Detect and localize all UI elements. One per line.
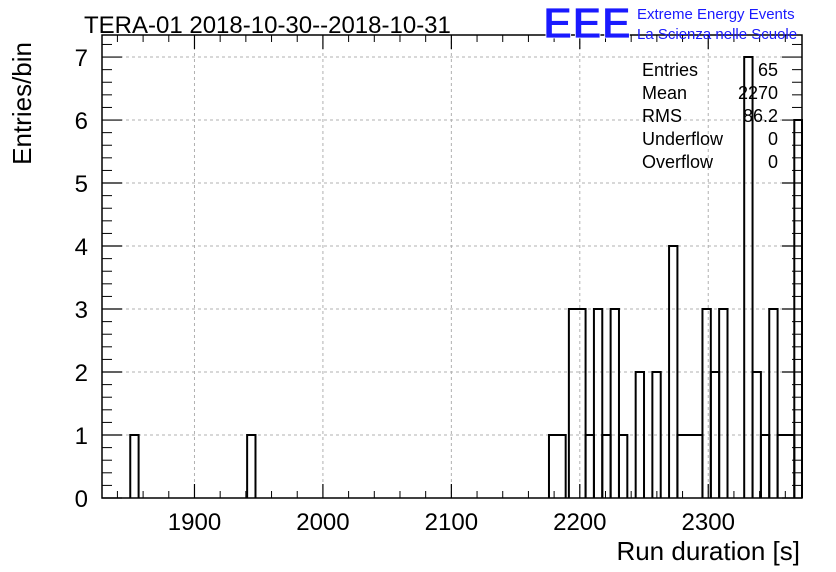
stats-value: 65 — [758, 60, 778, 80]
histogram-bin — [246, 434, 257, 498]
y-tick-label: 2 — [75, 360, 88, 387]
y-tick-label: 3 — [75, 297, 88, 324]
chart-title: TERA-01 2018-10-30--2018-10-31 — [84, 12, 451, 39]
histogram-bin — [601, 434, 612, 498]
stats-label: Entries — [642, 60, 698, 80]
stats-value: 0 — [768, 152, 778, 172]
histogram-bins — [129, 56, 803, 498]
histogram-bin — [701, 308, 712, 498]
y-tick-label: 4 — [75, 234, 88, 261]
x-tick-label: 2100 — [425, 509, 478, 536]
stats-label: Overflow — [642, 152, 714, 172]
y-tick-labels: 0 1 2 3 4 5 6 7 — [75, 45, 88, 513]
histogram-bin — [768, 308, 779, 498]
x-tick-label: 2200 — [553, 509, 606, 536]
histogram-bin — [718, 308, 729, 498]
y-tick-label: 5 — [75, 171, 88, 198]
logo-line-1: Extreme Energy Events — [637, 6, 795, 23]
stats-label: RMS — [642, 106, 682, 126]
y-tick-label: 6 — [75, 108, 88, 135]
grid-lines — [102, 35, 802, 498]
stats-value: 2270 — [738, 83, 778, 103]
eee-logo-mark: EEE — [543, 0, 631, 48]
histogram-bin — [592, 308, 604, 498]
stats-value: 86.2 — [743, 106, 778, 126]
x-axis-label: Run duration [s] — [616, 536, 800, 566]
histogram-bin — [584, 434, 595, 498]
stats-box: Entries 65 Mean 2270 RMS 86.2 Underflow 0 Overfl… — [642, 60, 778, 172]
y-tick-label: 0 — [75, 486, 88, 513]
x-tick-labels: 1900 2000 2100 2200 2300 — [168, 509, 735, 536]
plot-frame — [101, 34, 803, 499]
x-tick-label: 1900 — [168, 509, 221, 536]
histogram-bin — [617, 434, 629, 498]
axis-ticks — [102, 35, 802, 499]
histogram-bin — [668, 245, 679, 498]
y-axis-label: Entries/bin — [7, 42, 37, 165]
histogram-bin — [609, 308, 620, 498]
histogram-bin — [743, 56, 754, 498]
eee-logo: EEE Extreme Energy Events La Scienza nel… — [543, 0, 798, 48]
y-tick-label: 1 — [75, 423, 88, 450]
y-tick-label: 7 — [75, 45, 88, 72]
histogram-bin — [651, 371, 662, 498]
x-tick-label: 2000 — [296, 509, 349, 536]
stats-label: Underflow — [642, 129, 724, 149]
histogram-bin — [759, 434, 771, 498]
histogram-bin — [129, 434, 140, 498]
histogram-bin — [776, 434, 796, 498]
logo-line-2: La Scienza nelle Scuole — [637, 26, 797, 43]
histogram-bin — [634, 371, 646, 498]
histogram-bin — [567, 308, 587, 498]
stats-value: 0 — [768, 129, 778, 149]
x-tick-label: 2300 — [682, 509, 735, 536]
histogram-bin — [547, 434, 567, 498]
histogram-bin — [676, 434, 704, 498]
stats-label: Mean — [642, 83, 687, 103]
